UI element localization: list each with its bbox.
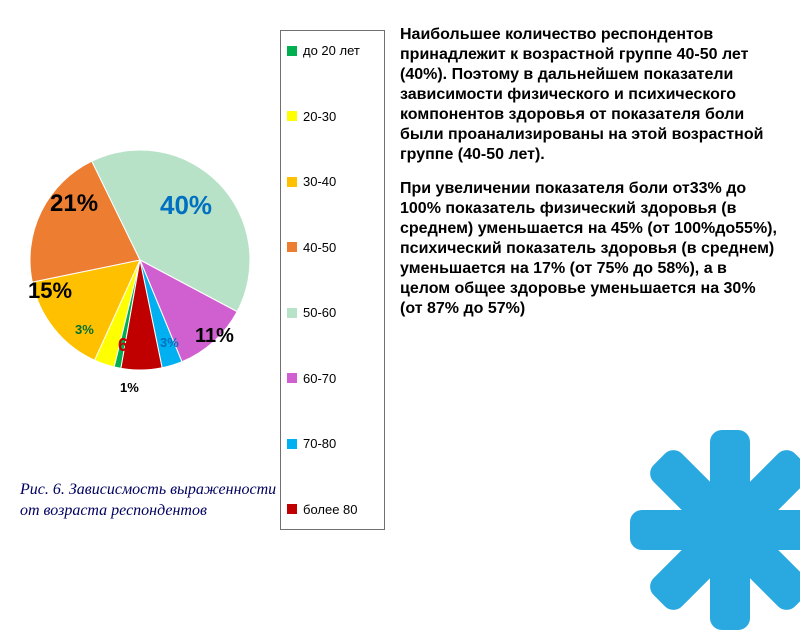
legend-label: более 80 (303, 502, 358, 517)
legend-label: 30-40 (303, 174, 336, 189)
legend-item: 50-60 (287, 305, 378, 320)
text-column: Наибольшее количество респондентов прина… (400, 25, 780, 333)
slice-label-70-80: 3% (160, 335, 179, 350)
slice-label-60-70: 11% (195, 325, 234, 348)
legend-item: 60-70 (287, 371, 378, 386)
legend-swatch-icon (287, 242, 297, 252)
legend-label: 50-60 (303, 305, 336, 320)
slice-label-30-40: 15% (28, 278, 72, 304)
pie-chart: 1%3%15%21%40%11%3%6% (10, 130, 270, 390)
legend-label: до 20 лет (303, 43, 360, 58)
legend-swatch-icon (287, 439, 297, 449)
legend-item: более 80 (287, 502, 378, 517)
slice-label-40-50: 21% (50, 190, 98, 218)
legend-item: 70-80 (287, 436, 378, 451)
legend-swatch-icon (287, 46, 297, 56)
legend-swatch-icon (287, 504, 297, 514)
legend-label: 20-30 (303, 109, 336, 124)
legend-item: 20-30 (287, 109, 378, 124)
slice-label-50-60: 40% (160, 190, 212, 221)
legend-swatch-icon (287, 111, 297, 121)
chart-caption: Рис. 6. Зависисмость выраженности боли о… (20, 480, 320, 522)
legend-label: 40-50 (303, 240, 336, 255)
legend-item: до 20 лет (287, 43, 378, 58)
legend-label: 70-80 (303, 436, 336, 451)
legend-label: 60-70 (303, 371, 336, 386)
legend: до 20 лет 20-30 30-40 40-50 50-60 60-70 70-80 б… (280, 30, 385, 530)
legend-swatch-icon (287, 308, 297, 318)
slice-label-over80: 6% (118, 335, 144, 356)
legend-item: 30-40 (287, 174, 378, 189)
slice-label-20-30: 3% (75, 322, 94, 337)
paragraph-2: При увеличении показателя боли от33% до … (400, 179, 780, 319)
decor-plus-icon (630, 430, 800, 630)
legend-swatch-icon (287, 177, 297, 187)
legend-swatch-icon (287, 373, 297, 383)
paragraph-1: Наибольшее количество респондентов прина… (400, 25, 780, 165)
slice-label-under20: 1% (120, 380, 139, 395)
legend-item: 40-50 (287, 240, 378, 255)
